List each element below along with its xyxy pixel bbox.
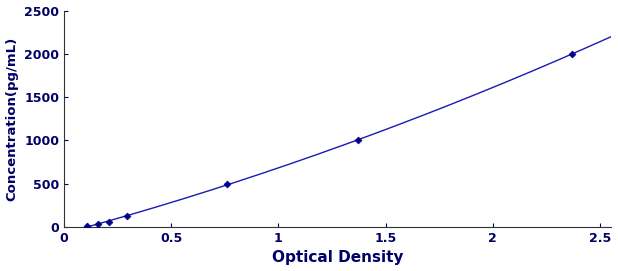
X-axis label: Optical Density: Optical Density [271, 250, 403, 265]
Y-axis label: Concentration(pg/mL): Concentration(pg/mL) [6, 37, 19, 201]
